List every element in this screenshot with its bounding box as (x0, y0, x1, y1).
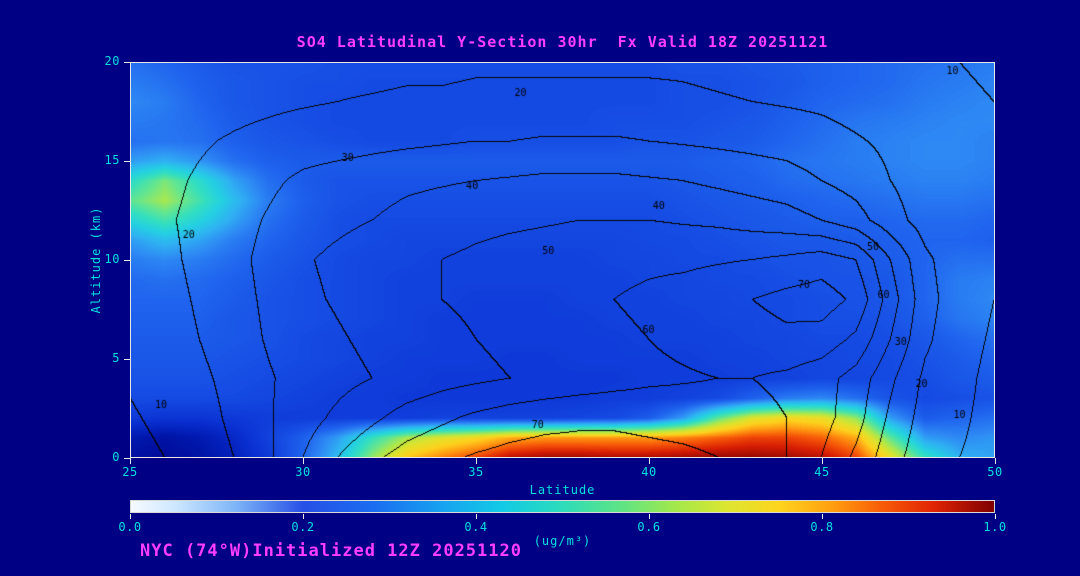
colorbar-tick-mark (129, 514, 131, 519)
plot-canvas (130, 62, 995, 458)
y-axis-title: Altitude (km) (89, 206, 103, 314)
x-tick-mark (475, 458, 477, 464)
colorbar-tick-mark (475, 514, 477, 519)
x-tick-mark (994, 458, 996, 464)
x-tick-mark (129, 458, 131, 464)
colorbar-tick-mark (302, 514, 304, 519)
colorbar-tick-label: 0.2 (291, 520, 315, 534)
colorbar-tick-label: 0.4 (464, 520, 488, 534)
colorbar-gradient (130, 500, 995, 513)
x-tick-label: 50 (987, 465, 1003, 479)
colorbar-tick-label: 0.0 (118, 520, 142, 534)
x-tick-label: 30 (295, 465, 311, 479)
colorbar-tick-mark (648, 514, 650, 519)
x-tick-label: 45 (814, 465, 830, 479)
colorbar-tick-mark (821, 514, 823, 519)
y-tick-label: 0 (112, 450, 120, 464)
colorbar-tick-label: 1.0 (983, 520, 1007, 534)
colorbar-tick-mark (994, 514, 996, 519)
x-tick-mark (648, 458, 650, 464)
chart-title: SO4 Latitudinal Y-Section 30hr Fx Valid … (296, 33, 829, 51)
init-info-text: NYC (74°W)Initialized 12Z 20251120 (140, 541, 522, 561)
y-tick-label: 20 (104, 54, 120, 68)
colorbar-tick-label: 0.8 (810, 520, 834, 534)
x-tick-label: 25 (122, 465, 138, 479)
x-tick-mark (302, 458, 304, 464)
y-tick-label: 15 (104, 153, 120, 167)
colorbar-units: (ug/m³) (533, 534, 592, 548)
x-tick-label: 40 (641, 465, 657, 479)
x-axis-title: Latitude (529, 483, 596, 497)
x-tick-label: 35 (468, 465, 484, 479)
y-tick-label: 5 (112, 351, 120, 365)
colorbar-tick-label: 0.6 (637, 520, 661, 534)
x-tick-mark (821, 458, 823, 464)
